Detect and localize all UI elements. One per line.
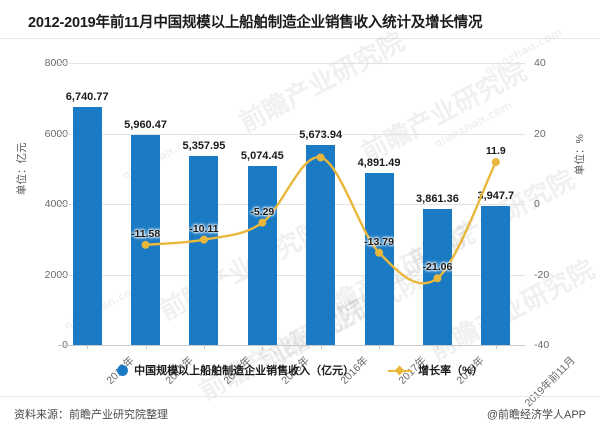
- x-tick: [262, 345, 264, 349]
- line-value-label: -11.58: [130, 227, 161, 240]
- y2-tick-label: 20: [534, 127, 546, 140]
- legend-label: 中国规模以上船舶制造企业销售收入（亿元）: [134, 365, 355, 377]
- bar: [481, 205, 511, 345]
- legend-label: 增长率（%）: [418, 365, 483, 377]
- bar: [247, 166, 277, 345]
- x-tick: [320, 345, 322, 349]
- line-marker: [433, 274, 442, 283]
- bar-value-label: 5,960.47: [124, 118, 167, 131]
- bar: [189, 156, 219, 345]
- y2-tick-label: -20: [534, 268, 550, 281]
- bar-value-label: 4,891.49: [357, 156, 401, 169]
- bar: [364, 172, 394, 345]
- growth-line: [144, 156, 498, 285]
- title-divider: [0, 38, 600, 39]
- x-tick: [87, 345, 89, 349]
- bar: [72, 107, 102, 345]
- footer-divider: [0, 396, 600, 397]
- y-tick-label: 8000: [44, 57, 68, 69]
- source-note: 资料来源：前瞻产业研究院整理: [14, 409, 168, 421]
- y2-tick-label: 40: [534, 57, 546, 69]
- bar-value-label: 5,074.45: [240, 150, 284, 163]
- gridline: [58, 133, 525, 135]
- x-tick: [437, 345, 439, 349]
- y-tick-label: 4000: [44, 198, 68, 210]
- bar-value-label: 5,357.95: [182, 140, 226, 153]
- line-marker: [141, 240, 150, 249]
- gridline: [58, 63, 525, 64]
- y-axis-title: 单位：亿元: [16, 142, 28, 196]
- line-marker: [316, 153, 325, 162]
- chart-legend: 中国规模以上船舶制造企业销售收入（亿元） 增长率（%）: [0, 362, 600, 378]
- brand-note: @前瞻经济学人APP: [486, 409, 586, 421]
- line-value-label: -21.06: [422, 261, 453, 274]
- x-tick: [495, 345, 497, 349]
- x-tick: [379, 345, 381, 349]
- y2-tick-label: -40: [534, 339, 550, 351]
- y-tick-label: 6000: [44, 127, 68, 140]
- line-series: [141, 153, 500, 285]
- bar-value-label: 3,947.7: [477, 189, 515, 202]
- line-marker: [491, 158, 500, 167]
- line-value-label: -5.29: [250, 205, 275, 218]
- gridline: [58, 345, 525, 346]
- gridline: [58, 204, 525, 205]
- bar: [131, 134, 161, 345]
- bar: [306, 145, 336, 345]
- legend-item[interactable]: 中国规模以上船舶制造企业销售收入（亿元）: [117, 362, 354, 378]
- line-marker: [375, 248, 384, 257]
- y2-axis-title: 单位：%: [574, 134, 586, 175]
- legend-line-icon: [388, 365, 413, 376]
- x-tick: [145, 345, 147, 349]
- gridline: [58, 274, 525, 276]
- bar-value-label: 5,673.94: [299, 128, 343, 141]
- y2-tick-label: 0: [534, 198, 540, 210]
- bar-value-label: 3,861.36: [416, 192, 459, 205]
- plot-area: 6,740.77 5,960.47 5,357.95 5,074.45 5,673.94…: [58, 63, 525, 346]
- line-marker: [258, 218, 267, 227]
- bar-value-label: 6,740.77: [65, 91, 109, 104]
- legend-circle-icon: [117, 364, 129, 376]
- line-value-label: -13.79: [364, 235, 394, 248]
- x-tick: [203, 345, 205, 349]
- y-tick-label: 2000: [44, 268, 68, 281]
- chart-title: 2012-2019年前11月中国规模以上船舶制造企业销售收入统计及增长情况: [28, 15, 483, 31]
- line-value-label: 11.9: [485, 145, 506, 158]
- legend-item[interactable]: 增长率（%）: [388, 362, 483, 378]
- line-marker: [199, 235, 208, 244]
- line-value-label: -10.11: [189, 222, 219, 235]
